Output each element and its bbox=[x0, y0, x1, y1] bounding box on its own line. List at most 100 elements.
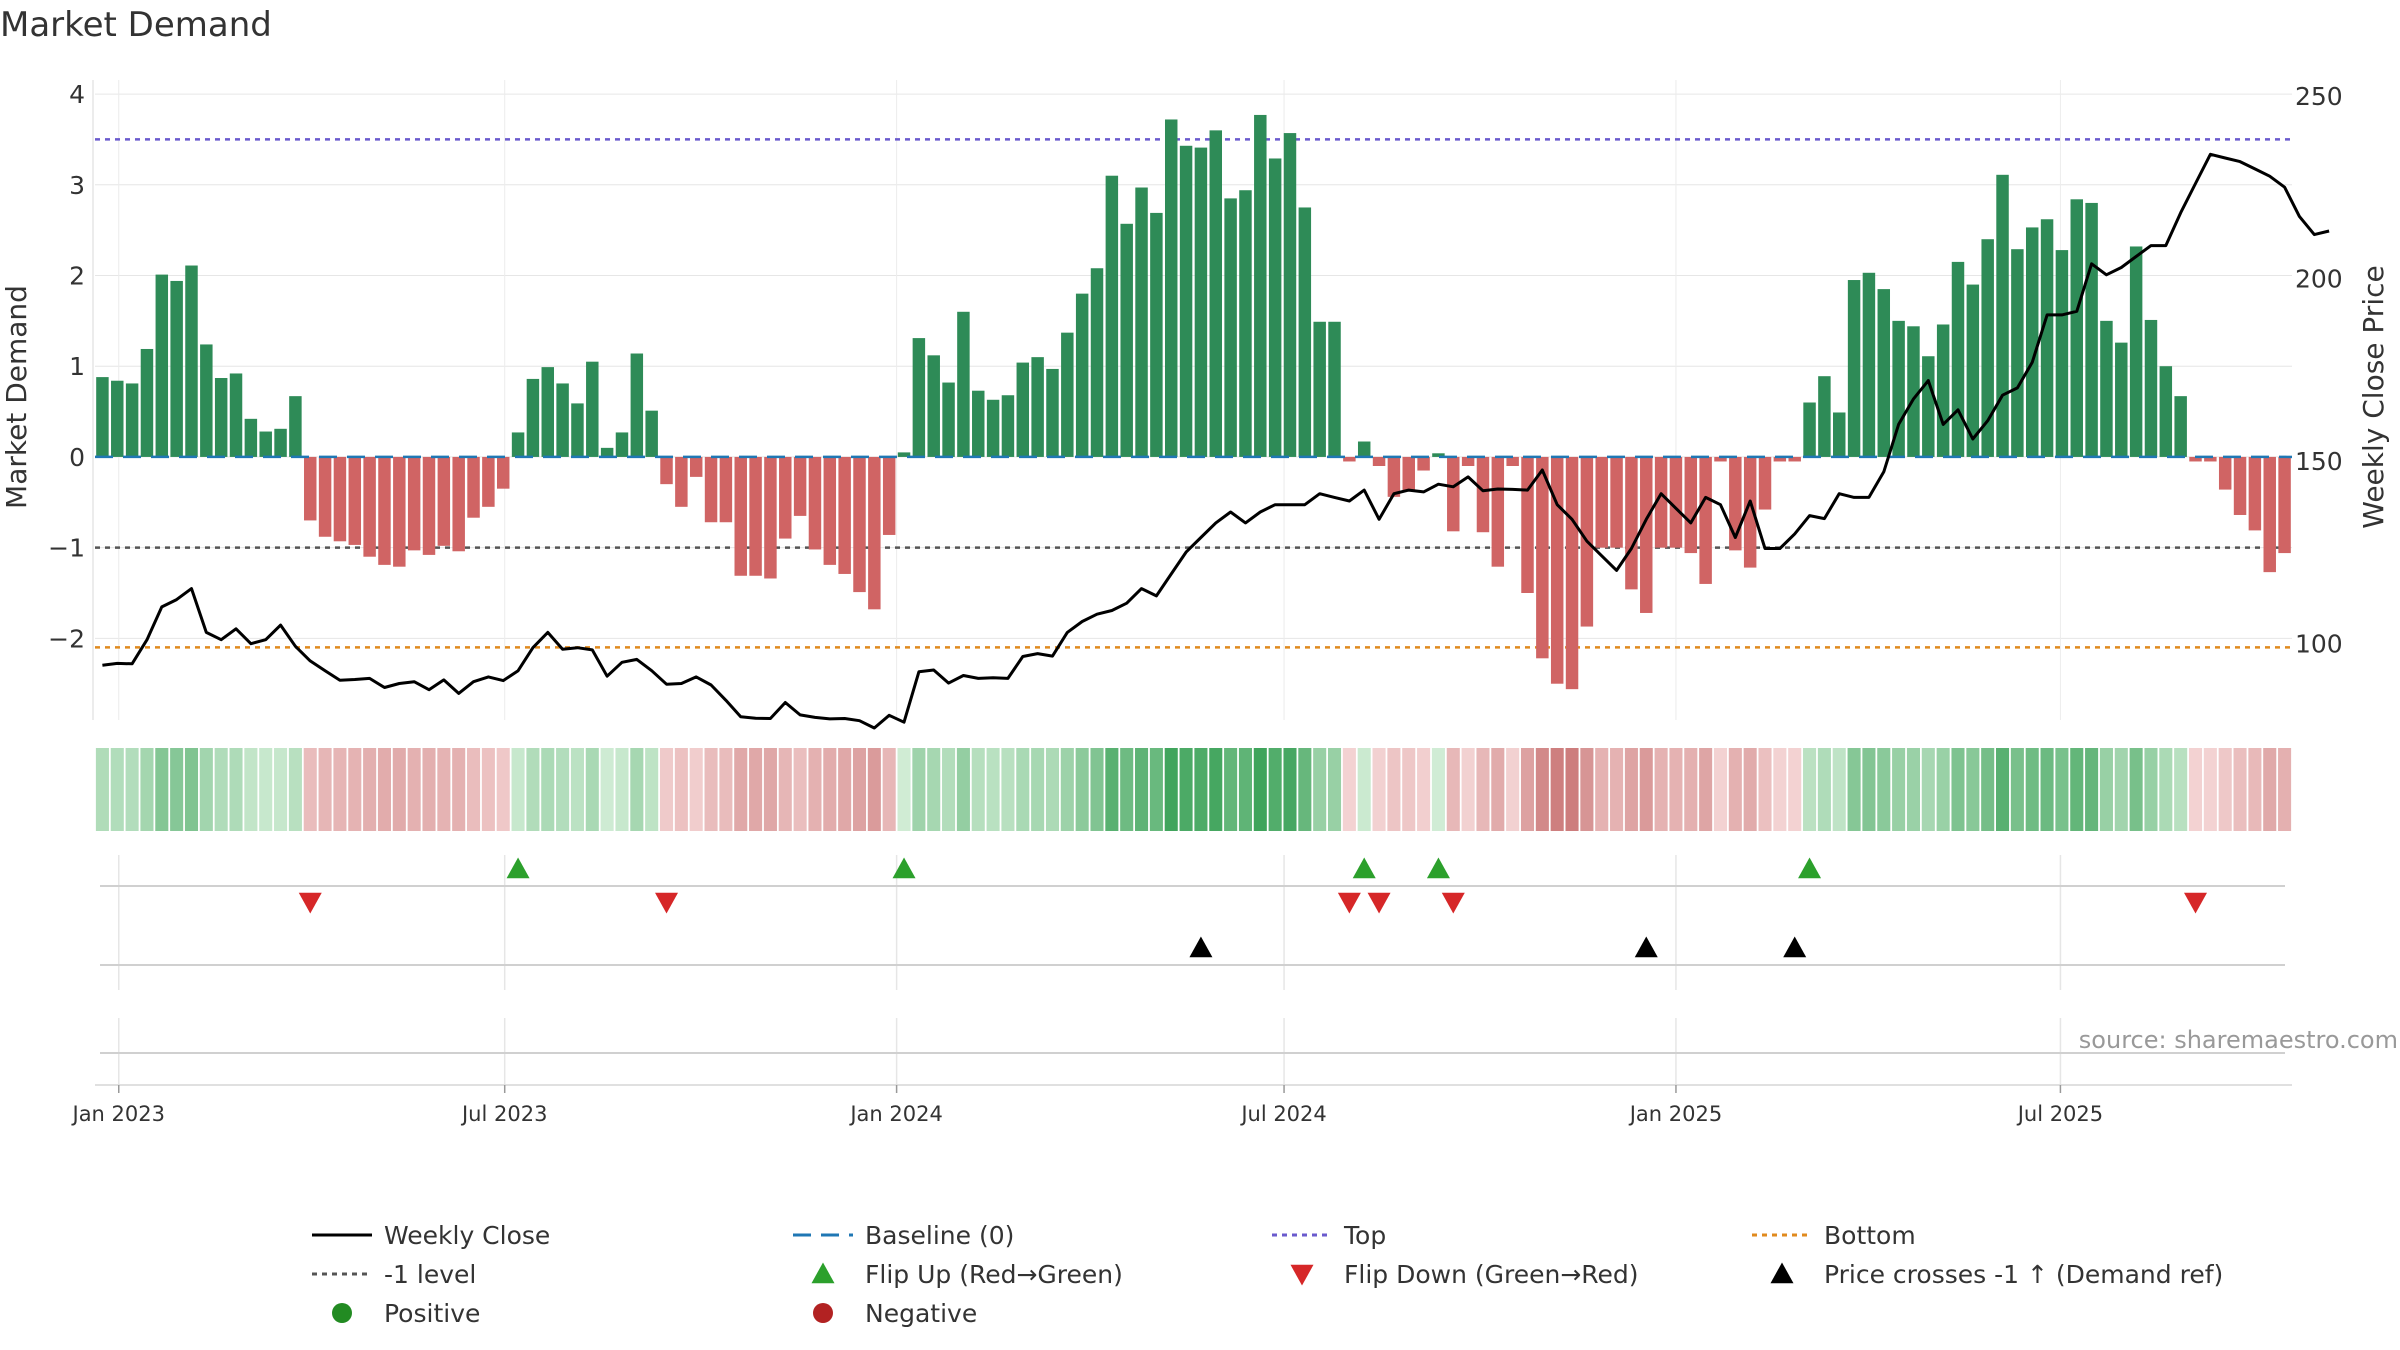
negative-demand-bar bbox=[838, 456, 851, 574]
heat-cell-negative bbox=[1491, 748, 1505, 831]
positive-demand-bar bbox=[1818, 376, 1831, 457]
heat-cell-positive bbox=[1981, 748, 1995, 831]
negative-demand-bar bbox=[1625, 456, 1638, 590]
positive-demand-bar bbox=[200, 344, 213, 457]
heat-cell-positive bbox=[274, 748, 288, 831]
heat-cell-positive bbox=[1135, 748, 1149, 831]
positive-demand-bar bbox=[289, 396, 302, 457]
negative-demand-bar bbox=[2204, 456, 2217, 462]
positive-demand-bar bbox=[1907, 326, 1920, 457]
heat-cell-negative bbox=[808, 748, 822, 831]
heat-cell-positive bbox=[615, 748, 629, 831]
negative-demand-bar bbox=[1536, 456, 1549, 659]
positive-demand-bar bbox=[2115, 342, 2128, 457]
heat-cell-positive bbox=[244, 748, 258, 831]
heat-cell-negative bbox=[2233, 748, 2247, 831]
negative-demand-bar bbox=[793, 456, 807, 516]
heat-cell-negative bbox=[882, 748, 896, 831]
y-axis-label: Market Demand bbox=[0, 285, 33, 509]
negative-demand-bar bbox=[482, 456, 495, 507]
heat-cell-positive bbox=[259, 748, 273, 831]
heat-cell-positive bbox=[927, 748, 941, 831]
heat-cell-negative bbox=[363, 748, 377, 831]
heat-cell-negative bbox=[838, 748, 852, 831]
heat-cell-negative bbox=[1788, 748, 1802, 831]
negative-demand-bar bbox=[2248, 456, 2262, 531]
flip-down-marker bbox=[1367, 892, 1391, 914]
heat-cell-negative bbox=[704, 748, 718, 831]
heat-cell-negative bbox=[1580, 748, 1594, 831]
price-cross-marker bbox=[1634, 936, 1658, 958]
flip-down-marker bbox=[1337, 892, 1361, 914]
negative-demand-bar bbox=[1491, 456, 1505, 567]
positive-demand-bar bbox=[1803, 402, 1816, 457]
heat-cell-positive bbox=[1209, 748, 1223, 831]
positive-demand-bar bbox=[1179, 145, 1193, 457]
negative-demand-bar bbox=[1654, 456, 1668, 548]
heat-cell-positive bbox=[155, 748, 169, 831]
heat-cell-negative bbox=[1773, 748, 1787, 831]
heat-cell-negative bbox=[1372, 748, 1386, 831]
positive-demand-bar bbox=[2025, 227, 2039, 457]
heat-cell-negative bbox=[1654, 748, 1668, 831]
flip-up-marker bbox=[506, 857, 530, 879]
negative-demand-bar bbox=[496, 456, 510, 489]
negative-demand-bar bbox=[704, 456, 718, 523]
heat-cell-positive bbox=[1060, 748, 1074, 831]
negative-demand-bar bbox=[1461, 456, 1475, 466]
negative-demand-bar bbox=[1669, 456, 1683, 548]
positive-demand-bar bbox=[2085, 202, 2098, 457]
negative-demand-bar bbox=[2263, 456, 2276, 573]
positive-demand-bar bbox=[185, 265, 198, 457]
heat-cell-negative bbox=[1476, 748, 1490, 831]
legend-flip-down-swatch bbox=[1290, 1264, 1314, 1286]
heat-cell-positive bbox=[1936, 748, 1950, 831]
heat-cell-negative bbox=[348, 748, 362, 831]
heat-cell-negative bbox=[1713, 748, 1728, 831]
positive-demand-bar bbox=[645, 410, 658, 457]
heat-cell-negative bbox=[333, 748, 347, 831]
positive-demand-bar bbox=[600, 447, 614, 457]
heat-cell-positive bbox=[1045, 748, 1060, 831]
negative-demand-bar bbox=[764, 456, 777, 579]
negative-demand-bar bbox=[853, 456, 866, 593]
heat-cell-positive bbox=[956, 748, 970, 831]
heat-cell-positive bbox=[2159, 748, 2173, 831]
heat-cell-positive bbox=[600, 748, 614, 831]
negative-demand-bar bbox=[378, 456, 391, 565]
heat-cell-positive bbox=[1090, 748, 1104, 831]
heat-cell-positive bbox=[1149, 748, 1163, 831]
negative-demand-bar bbox=[779, 456, 792, 539]
heat-cell-positive bbox=[1357, 748, 1371, 831]
heat-cell-positive bbox=[1031, 748, 1045, 831]
heat-cell-positive bbox=[1179, 748, 1193, 831]
heat-cell-positive bbox=[1803, 748, 1817, 831]
positive-demand-bar bbox=[2159, 366, 2173, 457]
positive-demand-bar bbox=[630, 353, 644, 457]
positive-demand-bar bbox=[214, 378, 228, 457]
positive-demand-bar bbox=[2011, 249, 2024, 457]
heat-cell-negative bbox=[689, 748, 703, 831]
heat-cell-positive bbox=[140, 748, 154, 831]
source-label: source: sharemaestro.com bbox=[2079, 1026, 2398, 1054]
heat-cell-negative bbox=[1743, 748, 1757, 831]
heat-cell-negative bbox=[1387, 748, 1401, 831]
negative-demand-bar bbox=[1476, 456, 1490, 533]
negative-demand-bar bbox=[734, 456, 747, 576]
heat-cell-negative bbox=[1684, 748, 1698, 831]
positive-demand-bar bbox=[571, 403, 584, 457]
legend: Weekly Close Baseline (0) Top Bottom -1 leve… bbox=[312, 1221, 2223, 1328]
heat-cell-negative bbox=[1535, 748, 1549, 831]
heat-cell-positive bbox=[1105, 748, 1119, 831]
flip-down-marker bbox=[2184, 892, 2208, 914]
negative-demand-bar bbox=[1610, 456, 1623, 548]
heat-cell-positive bbox=[1921, 748, 1935, 831]
y-tick-label: 2 bbox=[69, 262, 85, 291]
heat-cell-negative bbox=[852, 748, 867, 831]
positive-demand-bar bbox=[2040, 219, 2054, 457]
positive-demand-bar bbox=[1951, 261, 1965, 457]
heat-cell-positive bbox=[1877, 748, 1891, 831]
heat-cell-negative bbox=[377, 748, 392, 831]
positive-demand-bar bbox=[972, 390, 985, 457]
positive-demand-bar bbox=[125, 383, 139, 457]
